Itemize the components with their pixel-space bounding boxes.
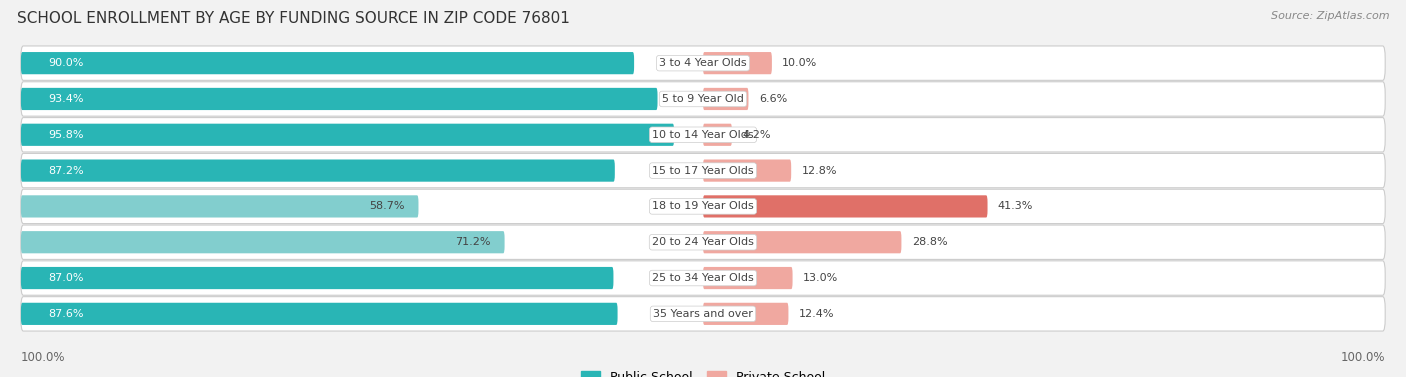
Text: 6.6%: 6.6%: [759, 94, 787, 104]
Text: 10 to 14 Year Olds: 10 to 14 Year Olds: [652, 130, 754, 140]
FancyBboxPatch shape: [703, 124, 733, 146]
FancyBboxPatch shape: [21, 118, 1385, 152]
FancyBboxPatch shape: [21, 52, 634, 74]
Text: 13.0%: 13.0%: [803, 273, 838, 283]
Text: SCHOOL ENROLLMENT BY AGE BY FUNDING SOURCE IN ZIP CODE 76801: SCHOOL ENROLLMENT BY AGE BY FUNDING SOUR…: [17, 11, 569, 26]
Text: 58.7%: 58.7%: [370, 201, 405, 211]
Text: 87.6%: 87.6%: [48, 309, 84, 319]
FancyBboxPatch shape: [21, 225, 1385, 259]
Text: 10.0%: 10.0%: [782, 58, 817, 68]
Text: 90.0%: 90.0%: [48, 58, 84, 68]
Text: 15 to 17 Year Olds: 15 to 17 Year Olds: [652, 166, 754, 176]
FancyBboxPatch shape: [21, 124, 673, 146]
FancyBboxPatch shape: [21, 267, 613, 289]
Text: 41.3%: 41.3%: [998, 201, 1033, 211]
FancyBboxPatch shape: [703, 195, 987, 218]
FancyBboxPatch shape: [21, 195, 419, 218]
FancyBboxPatch shape: [703, 159, 792, 182]
Text: 25 to 34 Year Olds: 25 to 34 Year Olds: [652, 273, 754, 283]
FancyBboxPatch shape: [21, 303, 617, 325]
FancyBboxPatch shape: [703, 52, 772, 74]
FancyBboxPatch shape: [21, 261, 1385, 295]
FancyBboxPatch shape: [703, 303, 789, 325]
Text: 12.4%: 12.4%: [799, 309, 834, 319]
Text: 18 to 19 Year Olds: 18 to 19 Year Olds: [652, 201, 754, 211]
Text: 5 to 9 Year Old: 5 to 9 Year Old: [662, 94, 744, 104]
Text: 12.8%: 12.8%: [801, 166, 837, 176]
FancyBboxPatch shape: [703, 267, 793, 289]
Text: 100.0%: 100.0%: [21, 351, 66, 365]
FancyBboxPatch shape: [21, 46, 1385, 80]
FancyBboxPatch shape: [21, 189, 1385, 224]
Text: Source: ZipAtlas.com: Source: ZipAtlas.com: [1271, 11, 1389, 21]
FancyBboxPatch shape: [703, 88, 748, 110]
Text: 93.4%: 93.4%: [48, 94, 84, 104]
Text: 3 to 4 Year Olds: 3 to 4 Year Olds: [659, 58, 747, 68]
Text: 71.2%: 71.2%: [456, 237, 491, 247]
FancyBboxPatch shape: [21, 153, 1385, 188]
FancyBboxPatch shape: [21, 297, 1385, 331]
Text: 20 to 24 Year Olds: 20 to 24 Year Olds: [652, 237, 754, 247]
FancyBboxPatch shape: [21, 88, 658, 110]
FancyBboxPatch shape: [21, 231, 505, 253]
FancyBboxPatch shape: [703, 231, 901, 253]
Text: 100.0%: 100.0%: [1340, 351, 1385, 365]
Text: 87.0%: 87.0%: [48, 273, 84, 283]
FancyBboxPatch shape: [21, 82, 1385, 116]
Text: 28.8%: 28.8%: [911, 237, 948, 247]
FancyBboxPatch shape: [21, 159, 614, 182]
Text: 87.2%: 87.2%: [48, 166, 84, 176]
Text: 4.2%: 4.2%: [742, 130, 770, 140]
Text: 95.8%: 95.8%: [48, 130, 84, 140]
Legend: Public School, Private School: Public School, Private School: [576, 366, 830, 377]
Text: 35 Years and over: 35 Years and over: [652, 309, 754, 319]
